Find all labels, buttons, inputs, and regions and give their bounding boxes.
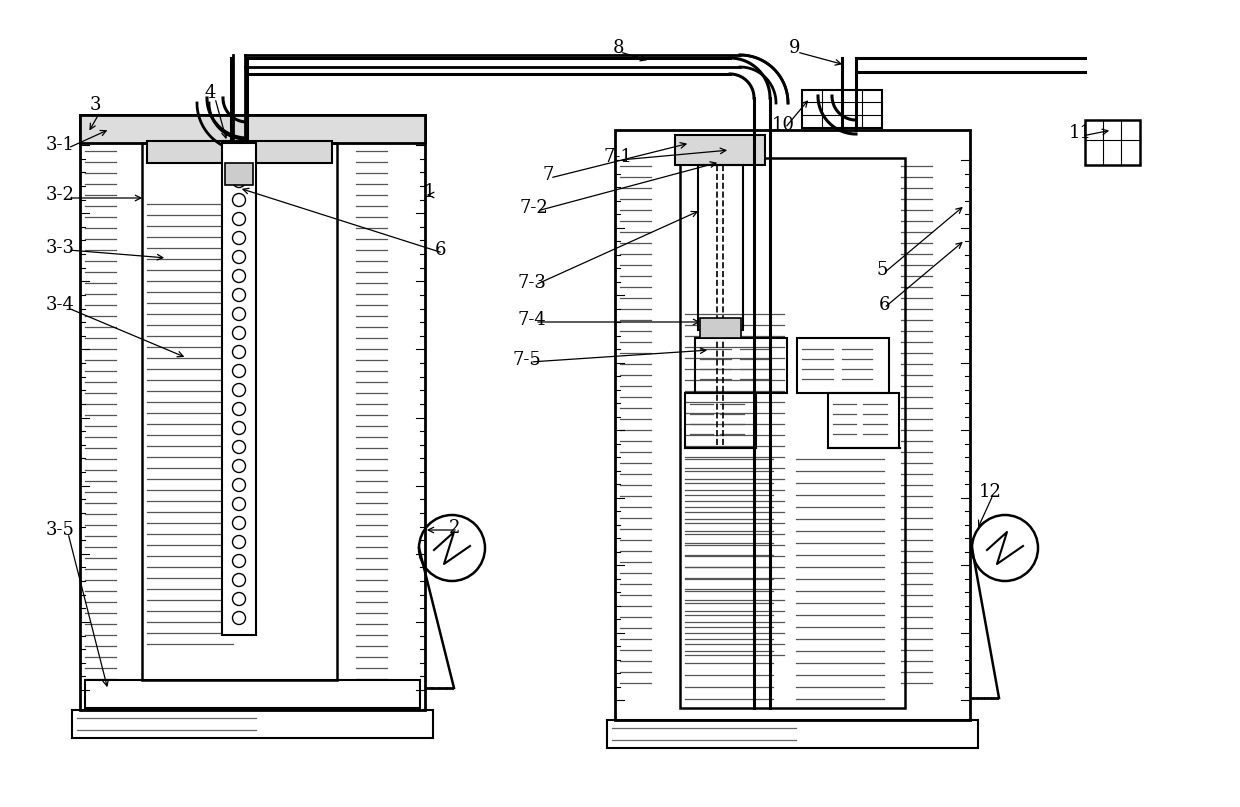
Bar: [698, 165, 743, 330]
Bar: [701, 318, 742, 338]
Bar: [680, 158, 905, 708]
Bar: [81, 115, 425, 143]
Bar: [81, 115, 425, 710]
Text: 7-2: 7-2: [520, 199, 548, 217]
Bar: [143, 143, 337, 680]
Text: 7: 7: [542, 166, 554, 184]
Text: 3-1: 3-1: [46, 136, 74, 154]
Text: 5: 5: [877, 261, 888, 279]
Text: 6: 6: [434, 241, 445, 259]
Bar: [224, 163, 253, 185]
Text: 4: 4: [205, 84, 216, 102]
Bar: [675, 135, 765, 165]
Bar: [608, 720, 978, 748]
Text: 3-5: 3-5: [46, 521, 74, 539]
Text: 11: 11: [1069, 124, 1091, 142]
Bar: [694, 338, 787, 393]
Bar: [802, 90, 882, 128]
Text: 2: 2: [449, 519, 461, 537]
Bar: [684, 393, 756, 448]
Bar: [828, 393, 899, 448]
Text: 7-1: 7-1: [604, 148, 632, 166]
Bar: [797, 338, 889, 393]
Bar: [222, 143, 255, 635]
Text: 8: 8: [613, 39, 624, 57]
Bar: [247, 58, 730, 74]
Text: 7-4: 7-4: [517, 311, 547, 329]
Text: 3-3: 3-3: [46, 239, 74, 257]
Text: 3-4: 3-4: [46, 296, 74, 314]
Text: 6: 6: [879, 296, 890, 314]
Bar: [86, 680, 420, 708]
Bar: [148, 141, 332, 163]
Text: 3: 3: [89, 96, 100, 114]
Text: 10: 10: [771, 116, 795, 134]
Text: 7-3: 7-3: [517, 274, 547, 292]
Text: 3-2: 3-2: [46, 186, 74, 204]
Text: 1: 1: [424, 183, 435, 201]
Text: 9: 9: [789, 39, 801, 57]
Text: 7-5: 7-5: [512, 351, 542, 369]
Bar: [1085, 120, 1140, 165]
Bar: [72, 710, 433, 738]
Text: 12: 12: [978, 483, 1002, 501]
Bar: [615, 130, 970, 720]
